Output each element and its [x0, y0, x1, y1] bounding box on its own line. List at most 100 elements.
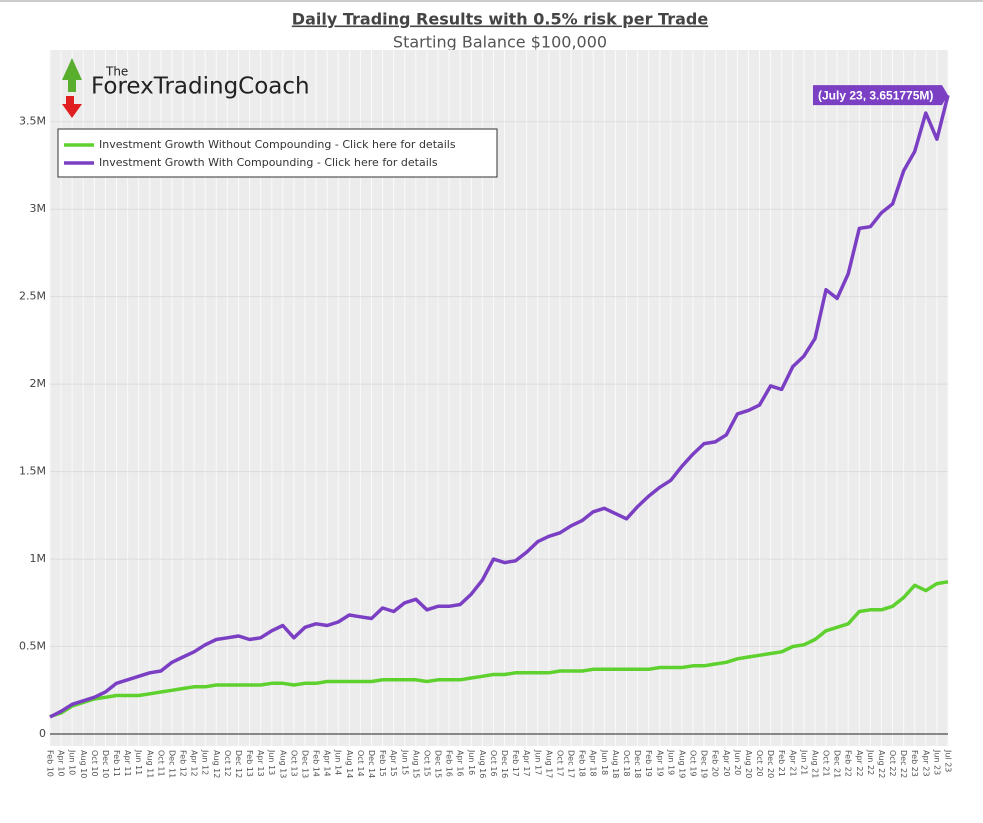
- series-line: [49, 94, 950, 719]
- x-tick-label: Apr 22: [855, 750, 864, 777]
- annotation-box: [813, 85, 948, 106]
- x-tick-label: Apr 11: [123, 750, 132, 777]
- x-tick-label: Aug 12: [212, 750, 221, 778]
- x-tick-label: Apr 13: [256, 750, 265, 777]
- x-tick-label: Dec 11: [167, 750, 176, 778]
- x-tick-label: Oct 15: [422, 750, 431, 777]
- y-tick-label: 2.5M: [19, 290, 46, 303]
- x-tick-label: Oct 13: [289, 750, 298, 777]
- x-tick-label: Apr 19: [655, 750, 664, 777]
- annotation: (July 23, 3.651775M): [818, 88, 933, 102]
- x-tick-label: Aug 15: [411, 750, 420, 778]
- x-tick-label: Aug 21: [810, 750, 819, 778]
- y-tick-label: 1M: [30, 552, 47, 565]
- chart-subtitle: Starting Balance $100,000: [393, 33, 607, 52]
- x-tick-label: Feb 10: [46, 750, 55, 777]
- x-tick-label: Feb 22: [844, 750, 853, 777]
- x-tick-label: Feb 11: [112, 750, 121, 777]
- y-tick-label: 1.5M: [19, 465, 46, 478]
- x-tick-label: Dec 12: [234, 750, 243, 778]
- legend-label: Investment Growth Without Compounding - …: [99, 138, 456, 151]
- x-tick-label: Dec 17: [567, 750, 576, 778]
- y-tick-label: 0: [39, 727, 46, 740]
- logo-name: ForexTradingCoach: [91, 74, 310, 100]
- x-tick-label: Jun 16: [467, 749, 476, 775]
- x-tick-label: Aug 22: [877, 750, 886, 778]
- y-tick-label: 2M: [30, 377, 47, 390]
- y-tick-label: 0.5M: [19, 640, 46, 653]
- x-tick-label: Apr 10: [57, 750, 66, 777]
- x-tick-label: Apr 15: [389, 750, 398, 777]
- x-tick-label: Dec 16: [500, 750, 509, 778]
- legend-item[interactable]: Investment Growth With Compounding - Cli…: [64, 156, 438, 169]
- x-tick-label: Feb 13: [245, 750, 254, 777]
- legend: Investment Growth Without Compounding - …: [57, 128, 498, 178]
- x-tick-label: Oct 14: [356, 750, 365, 777]
- y-tick-label: 3.5M: [19, 115, 46, 128]
- x-tick-label: Oct 20: [755, 750, 764, 777]
- x-tick-label: Jun 10: [68, 749, 77, 775]
- logo: The ForexTradingCoach: [62, 58, 310, 118]
- logo-up-arrow: [62, 58, 82, 92]
- x-tick-label: Apr 12: [190, 750, 199, 777]
- x-tick-label: Jun 18: [600, 749, 609, 775]
- x-tick-label: Feb 12: [179, 750, 188, 777]
- x-tick-label: Apr 20: [722, 750, 731, 777]
- x-tick-label: Jul 23: [944, 749, 953, 772]
- x-tick-label: Oct 16: [489, 750, 498, 777]
- logo-small: The: [105, 65, 128, 79]
- x-tick-label: Feb 15: [378, 750, 387, 777]
- x-tick-label: Aug 17: [544, 750, 553, 778]
- logo-down-arrow: [62, 96, 82, 118]
- chart-title: Daily Trading Results with 0.5% risk per…: [292, 10, 709, 29]
- x-tick-label: Apr 21: [788, 750, 797, 777]
- x-tick-label: Aug 14: [345, 750, 354, 778]
- x-tick-label: Oct 12: [223, 750, 232, 777]
- x-tick-label: Jun 17: [533, 749, 542, 775]
- x-tick-label: Apr 17: [522, 750, 531, 777]
- x-tick-label: Oct 10: [90, 750, 99, 777]
- x-tick-label: Oct 22: [888, 750, 897, 777]
- x-tick-label: Oct 11: [156, 750, 165, 777]
- x-tick-label: Aug 13: [278, 750, 287, 778]
- x-tick-label: Dec 21: [833, 750, 842, 778]
- x-tick-label: Jun 11: [134, 749, 143, 775]
- x-tick-label: Aug 18: [611, 750, 620, 778]
- legend-item[interactable]: Investment Growth Without Compounding - …: [64, 138, 456, 151]
- x-tick-label: Oct 18: [622, 750, 631, 777]
- x-tick-label: Feb 21: [777, 750, 786, 777]
- x-tick-label: Aug 16: [478, 750, 487, 778]
- x-tick-label: Jun 22: [866, 749, 875, 775]
- x-tick-label: Aug 19: [677, 750, 686, 778]
- x-tick-label: Jun 15: [400, 749, 409, 775]
- x-tick-label: Aug 20: [744, 750, 753, 778]
- y-tick-label: 3M: [30, 202, 47, 215]
- x-tick-label: Jun 23: [932, 749, 941, 775]
- x-tick-label: Dec 19: [700, 750, 709, 778]
- x-tick-label: Feb 19: [644, 750, 653, 777]
- x-tick-label: Dec 10: [101, 750, 110, 778]
- x-tick-label: Feb 14: [312, 750, 321, 777]
- x-tick-label: Feb 18: [578, 750, 587, 777]
- x-tick-label: Feb 17: [511, 750, 520, 777]
- x-tick-label: Apr 23: [921, 750, 930, 777]
- x-tick-label: Oct 19: [689, 750, 698, 777]
- x-tick-label: Oct 21: [822, 750, 831, 777]
- x-tick-label: Aug 10: [79, 750, 88, 778]
- legend-label: Investment Growth With Compounding - Cli…: [99, 156, 438, 169]
- x-tick-label: Aug 11: [145, 750, 154, 778]
- x-tick-label: Dec 15: [434, 750, 443, 778]
- x-tick-label: Apr 16: [456, 750, 465, 777]
- x-tick-label: Jun 12: [201, 749, 210, 775]
- x-tick-label: Jun 14: [334, 749, 343, 775]
- x-tick-label: Feb 20: [711, 750, 720, 777]
- x-tick-label: Apr 14: [323, 750, 332, 777]
- x-tick-label: Dec 22: [899, 750, 908, 778]
- x-tick-label: Feb 23: [910, 750, 919, 777]
- x-tick-label: Dec 18: [633, 750, 642, 778]
- series-line: [49, 580, 949, 719]
- x-tick-label: Jun 19: [666, 749, 675, 775]
- x-tick-label: Jun 13: [267, 749, 276, 775]
